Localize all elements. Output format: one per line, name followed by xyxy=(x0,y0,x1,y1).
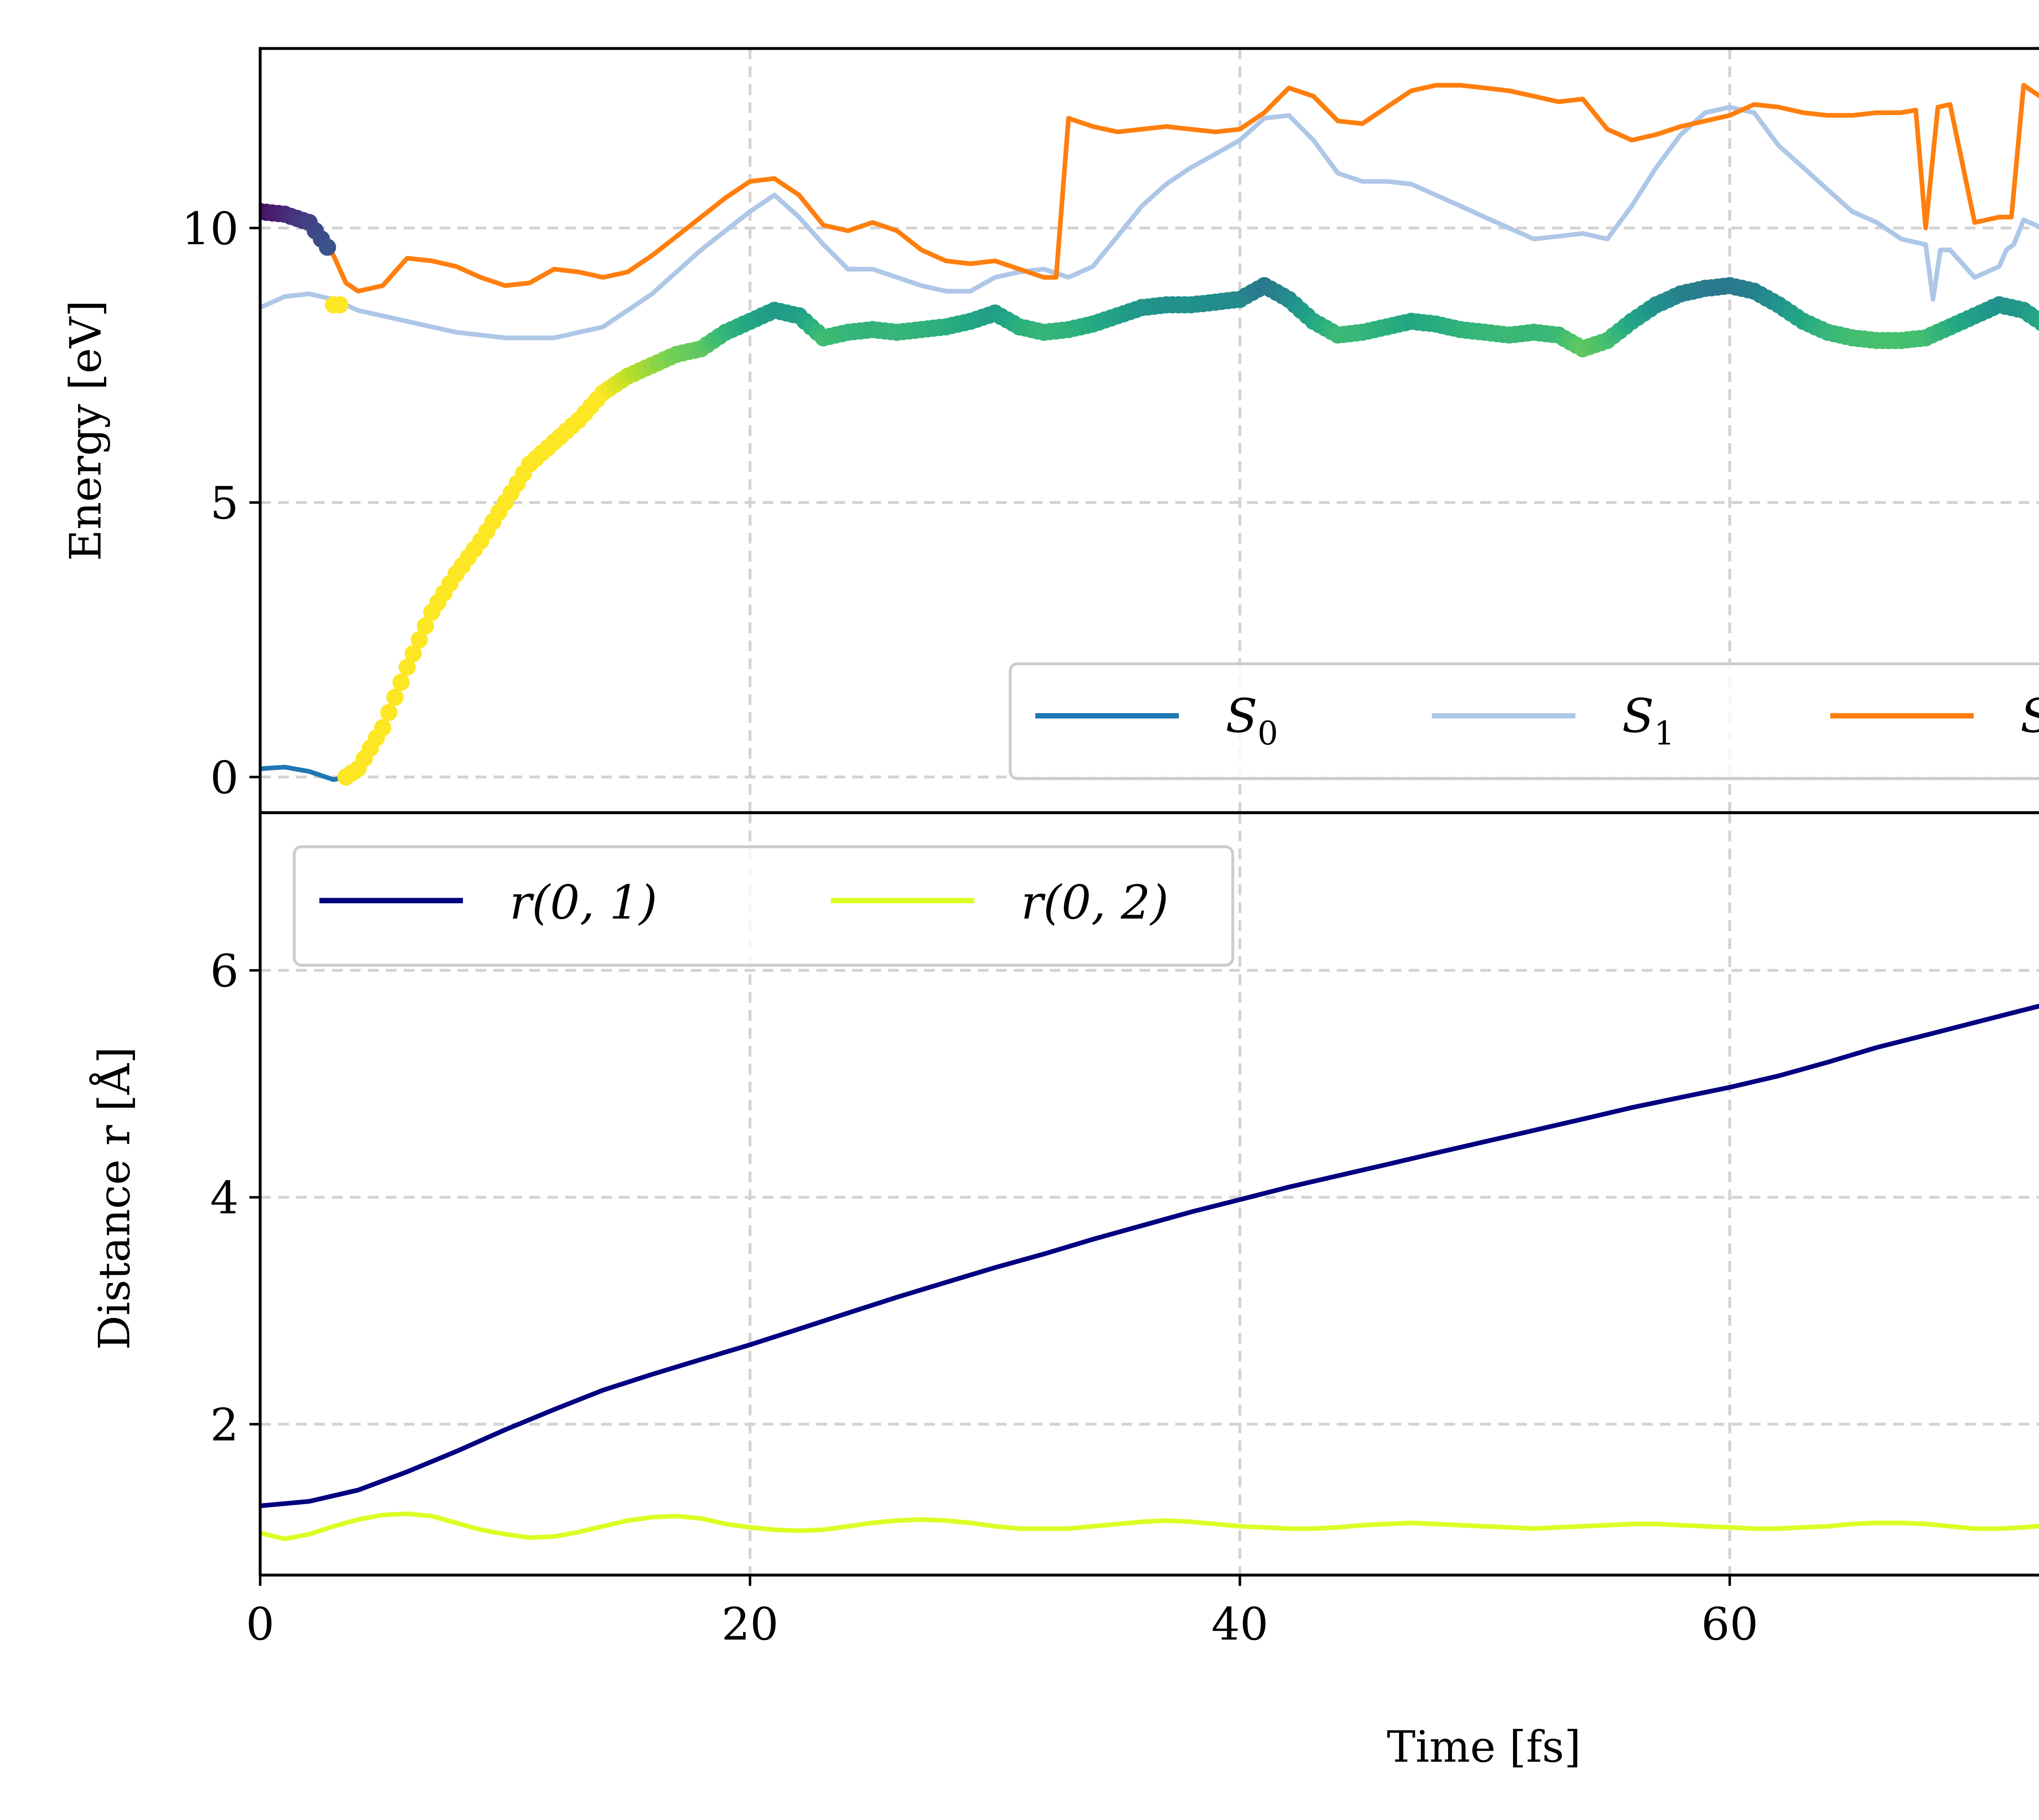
energy-series xyxy=(260,83,2039,786)
y-tick-label: 4 xyxy=(210,1172,239,1224)
x-tick-label: 60 xyxy=(1701,1598,1758,1650)
current-state-point xyxy=(374,719,391,736)
distance-panel: r(0, 1)r(0, 2) 020406080100246 Distance … xyxy=(89,811,2039,1772)
current-state-point xyxy=(386,689,404,706)
series-line-r-0-2- xyxy=(260,1511,2039,1542)
energy-y-label: Energy [eV] xyxy=(60,300,111,561)
series-line-s-2 xyxy=(260,83,2039,294)
current-state-point xyxy=(2033,314,2039,331)
y-tick-label: 5 xyxy=(210,477,239,529)
distance-ticks: 020406080100246 xyxy=(210,945,1758,1650)
current-state-point xyxy=(417,617,434,635)
current-state-point xyxy=(398,658,416,676)
legend-label: r(0, 2) xyxy=(1021,875,1169,930)
y-tick-label: 0 xyxy=(210,751,239,804)
y-tick-label: 10 xyxy=(181,203,239,255)
current-state-point xyxy=(380,704,398,721)
y-tick-label: 6 xyxy=(210,945,239,997)
legend-box xyxy=(1008,662,2039,780)
x-tick-label: 0 xyxy=(246,1598,274,1650)
legend-label: r(0, 1) xyxy=(510,875,657,930)
current-state-point xyxy=(405,645,422,663)
series-line-r-0-1- xyxy=(260,1003,2039,1509)
legend-label: S0 xyxy=(1225,689,1278,752)
energy-legend: S0S1S2Current xyxy=(1008,662,2039,780)
energy-y-ticks: 0 5 10 xyxy=(181,203,260,804)
current-state-point xyxy=(318,239,336,256)
distance-y-label: Distance r [Å] xyxy=(89,1047,139,1350)
legend-label: S1 xyxy=(1622,689,1675,752)
current-state-point xyxy=(331,296,349,314)
series-line-s-1 xyxy=(260,105,2039,340)
y-tick-label: 2 xyxy=(210,1399,239,1451)
current-state-point xyxy=(392,674,410,691)
distance-legend: r(0, 1) r(0, 2) xyxy=(293,845,1234,967)
time-x-label: Time [fs] xyxy=(1387,1722,1581,1772)
legend-label: S2 xyxy=(2020,689,2039,752)
x-tick-label: 40 xyxy=(1211,1598,1268,1650)
distance-series xyxy=(260,1003,2039,1542)
x-tick-label: 20 xyxy=(721,1598,778,1650)
distance-axes-frame xyxy=(259,811,2039,1577)
legend-box xyxy=(293,845,1234,967)
current-state-point xyxy=(411,631,428,649)
